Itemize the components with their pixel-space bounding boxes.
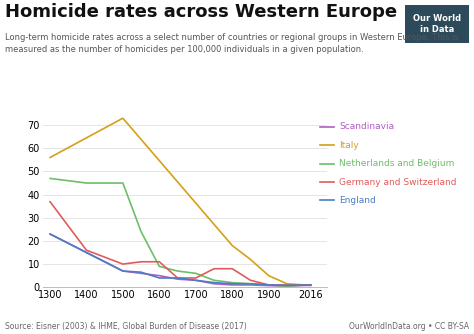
Text: Italy: Italy [339, 141, 359, 150]
Text: OurWorldInData.org • CC BY-SA: OurWorldInData.org • CC BY-SA [349, 322, 469, 331]
Text: Homicide rates across Western Europe: Homicide rates across Western Europe [5, 3, 397, 21]
Text: Netherlands and Belgium: Netherlands and Belgium [339, 159, 454, 168]
Text: England: England [339, 196, 376, 205]
Text: Source: Eisner (2003) & IHME, Global Burden of Disease (2017): Source: Eisner (2003) & IHME, Global Bur… [5, 322, 246, 331]
Text: Long-term homicide rates across a select number of countries or regional groups : Long-term homicide rates across a select… [5, 33, 458, 54]
Text: Our World
in Data: Our World in Data [413, 14, 461, 34]
Text: Germany and Switzerland: Germany and Switzerland [339, 178, 456, 186]
Text: Scandinavia: Scandinavia [339, 123, 394, 131]
